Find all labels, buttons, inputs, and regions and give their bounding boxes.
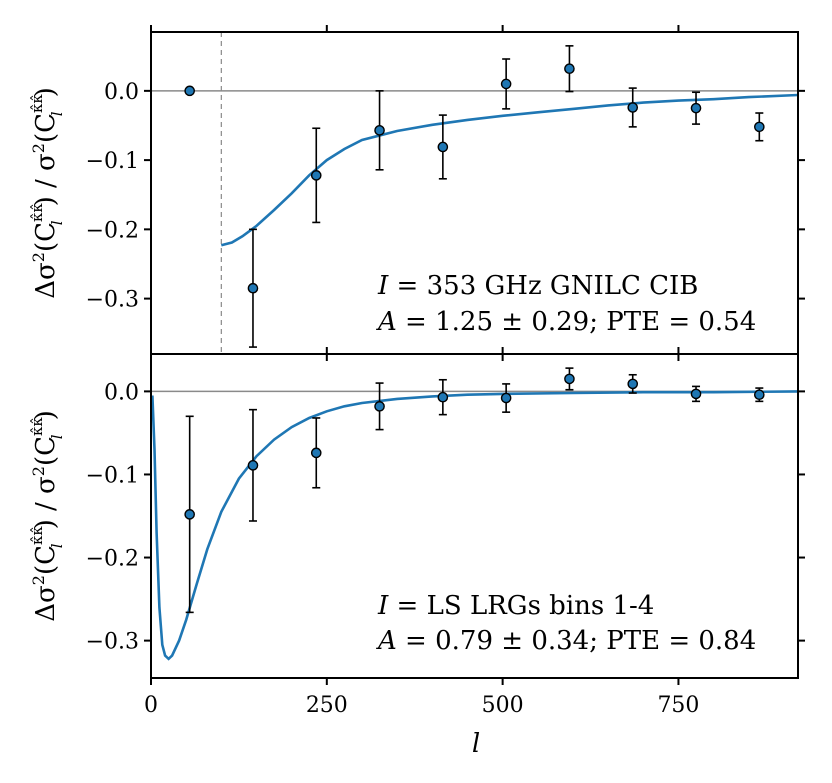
bottom-annotation-line2: A = 0.79 ± 0.34; PTE = 0.84: [376, 626, 756, 656]
top-data-points: [184, 63, 765, 294]
top-panel: 0.0 −0.1 −0.2 −0.3 I = 353 GHz GNILC CIB A …: [86, 25, 805, 361]
top-data-point: [500, 78, 512, 90]
bottom-ylabel-kk1: κ̂κ̂: [28, 526, 46, 545]
bottom-y-ticks: 0.0 −0.1 −0.2 −0.3: [86, 380, 805, 655]
bottom-ylabel-sq1: 2: [29, 575, 48, 585]
top-data-point: [247, 282, 259, 294]
bottom-ylabel-delta: Δσ: [31, 585, 61, 622]
bottom-annot-tracer: LS LRGs bins 1-4: [427, 591, 655, 621]
top-annot-freq: 353: [427, 271, 477, 301]
top-ylabel-sq2: 2: [29, 143, 48, 153]
top-annot-eq-1: =: [388, 271, 426, 301]
top-annot-amp: 1.25 ± 0.29: [435, 307, 589, 337]
bottom-annot-amp: 0.79 ± 0.34: [435, 626, 589, 656]
bottom-model-curve: [151, 390, 799, 661]
bottom-annot-pte: ; PTE = 0.84: [589, 626, 756, 656]
bottom-annot-var-i: I: [377, 591, 389, 621]
top-annot-eq-2: =: [397, 307, 435, 337]
bottom-data-point: [754, 389, 765, 401]
bottom-y-tick-label: 0.0: [104, 380, 139, 405]
bottom-y-tick-label: −0.3: [86, 630, 139, 655]
bottom-ylabel-kk2: κ̂κ̂: [28, 417, 46, 436]
top-ylabel-kk2: κ̂κ̂: [28, 94, 46, 113]
bottom-ylabel-l2: l: [48, 434, 66, 439]
top-annot-tracer: GHz GNILC CIB: [476, 271, 698, 301]
top-data-point: [690, 102, 702, 114]
top-data-point: [310, 170, 322, 181]
top-ylabel-open1: (C: [31, 222, 61, 252]
bottom-data-point: [310, 447, 322, 459]
top-y-tick-label: 0.0: [104, 80, 139, 105]
bottom-y-axis-label: Δσ2(Cκ̂κ̂l) / σ2(Cκ̂κ̂l): [28, 410, 66, 621]
bottom-data-point: [437, 391, 449, 403]
bottom-data-point: [690, 388, 702, 400]
top-y-axis-label: Δσ2(Cκ̂κ̂l) / σ2(Cκ̂κ̂l): [28, 87, 66, 298]
bottom-data-point: [374, 401, 385, 412]
top-model-curve: [220, 93, 799, 247]
bottom-ylabel-l1: l: [48, 543, 66, 548]
top-data-point: [184, 85, 195, 97]
top-ylabel-slash: / σ: [31, 153, 61, 196]
bottom-x-ticks: 0 250 500 750: [144, 347, 699, 718]
top-ylabel-close2: ): [31, 87, 61, 97]
bottom-ylabel-slash: / σ: [31, 476, 61, 519]
bottom-ylabel-close2: ): [31, 410, 61, 420]
bottom-y-tick-label: −0.1: [86, 463, 139, 488]
top-ylabel-sq1: 2: [29, 252, 48, 262]
x-tick-label: 0: [144, 693, 158, 718]
top-data-point: [564, 63, 575, 75]
top-ylabel-l1: l: [48, 220, 66, 225]
x-tick-label: 250: [306, 693, 348, 718]
bottom-annot-eq-1: =: [388, 591, 426, 621]
bottom-data-point: [247, 460, 259, 471]
bottom-ylabel-open2: (C: [31, 436, 61, 466]
bottom-annotation-line1: I = LS LRGs bins 1-4: [377, 591, 654, 621]
top-ylabel-l2: l: [48, 111, 66, 116]
top-data-point: [754, 121, 765, 133]
top-data-point: [374, 125, 385, 136]
x-tick-label: 500: [482, 693, 524, 718]
bottom-annot-eq-2: =: [397, 626, 435, 656]
x-tick-label: 750: [657, 693, 699, 718]
bottom-panel: 0.0 −0.1 −0.2 −0.3 0 250 500 750 I = LS LRGs b…: [86, 347, 805, 718]
top-annot-var-a: A: [376, 307, 397, 337]
x-axis-label: l: [472, 729, 480, 759]
bottom-error-bars: [185, 367, 764, 614]
top-annotation-line1: I = 353 GHz GNILC CIB: [377, 271, 698, 301]
top-y-tick-label: −0.2: [86, 218, 139, 243]
top-annotation-line2: A = 1.25 ± 0.29; PTE = 0.54: [376, 307, 756, 337]
bottom-data-point: [184, 509, 195, 520]
top-ylabel-open2: (C: [31, 113, 61, 143]
top-axes-frame: [150, 31, 799, 355]
top-y-tick-label: −0.1: [86, 149, 139, 174]
top-data-point: [627, 102, 639, 113]
bottom-ylabel-sq2: 2: [29, 466, 48, 476]
top-annot-pte: ; PTE = 0.54: [589, 307, 756, 337]
top-ylabel-delta: Δσ: [31, 262, 61, 299]
bottom-y-tick-label: −0.2: [86, 547, 139, 572]
top-ylabel-kk1: κ̂κ̂: [28, 203, 46, 222]
bottom-ylabel-open1: (C: [31, 545, 61, 575]
bottom-data-points: [184, 373, 765, 520]
top-ylabel-close1: ): [31, 196, 61, 206]
top-y-ticks: 0.0 −0.1 −0.2 −0.3: [86, 80, 805, 313]
bottom-data-point: [564, 373, 575, 385]
top-y-tick-label: −0.3: [86, 288, 139, 313]
top-data-point: [437, 141, 449, 153]
top-annot-var-i: I: [377, 271, 389, 301]
bottom-data-point: [500, 392, 512, 404]
bottom-annot-var-a: A: [376, 626, 397, 656]
bottom-axes-frame: [150, 353, 799, 679]
bottom-data-point: [627, 378, 639, 390]
bottom-ylabel-close1: ): [31, 519, 61, 529]
